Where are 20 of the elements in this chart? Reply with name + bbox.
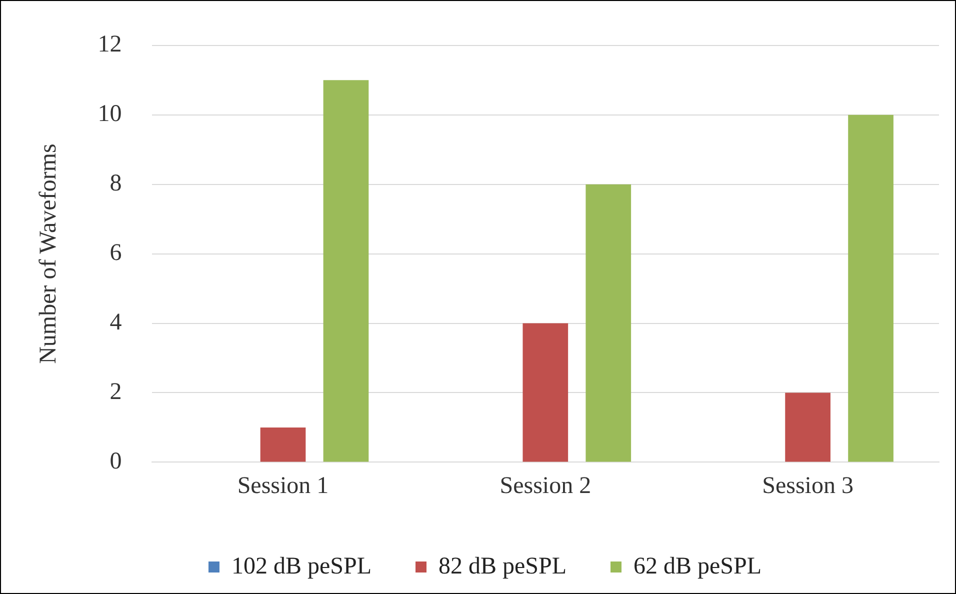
y-axis-title: Number of Waveforms (36, 144, 62, 364)
y-tick-label: 10 (98, 101, 122, 128)
bar (260, 427, 306, 462)
y-tick-label: 2 (110, 379, 122, 406)
y-tick-label: 6 (110, 240, 122, 266)
y-tick-label: 0 (110, 448, 122, 474)
bar (522, 323, 568, 462)
y-tick-label: 4 (110, 310, 122, 336)
y-tick-label: 12 (98, 32, 122, 58)
y-tick-label: 8 (110, 170, 122, 197)
bar (323, 80, 369, 462)
bar (586, 184, 632, 462)
bar (848, 114, 894, 462)
bar (785, 392, 830, 462)
x-tick-label: Session 1 (237, 472, 329, 499)
x-tick-label: Session 3 (762, 472, 854, 499)
legend-label: 102 dB peSPL (231, 553, 372, 580)
x-tick-label: Session 2 (500, 472, 592, 499)
legend-label: 82 dB peSPL (438, 553, 567, 580)
legend-label: 62 dB peSPL (634, 553, 762, 580)
